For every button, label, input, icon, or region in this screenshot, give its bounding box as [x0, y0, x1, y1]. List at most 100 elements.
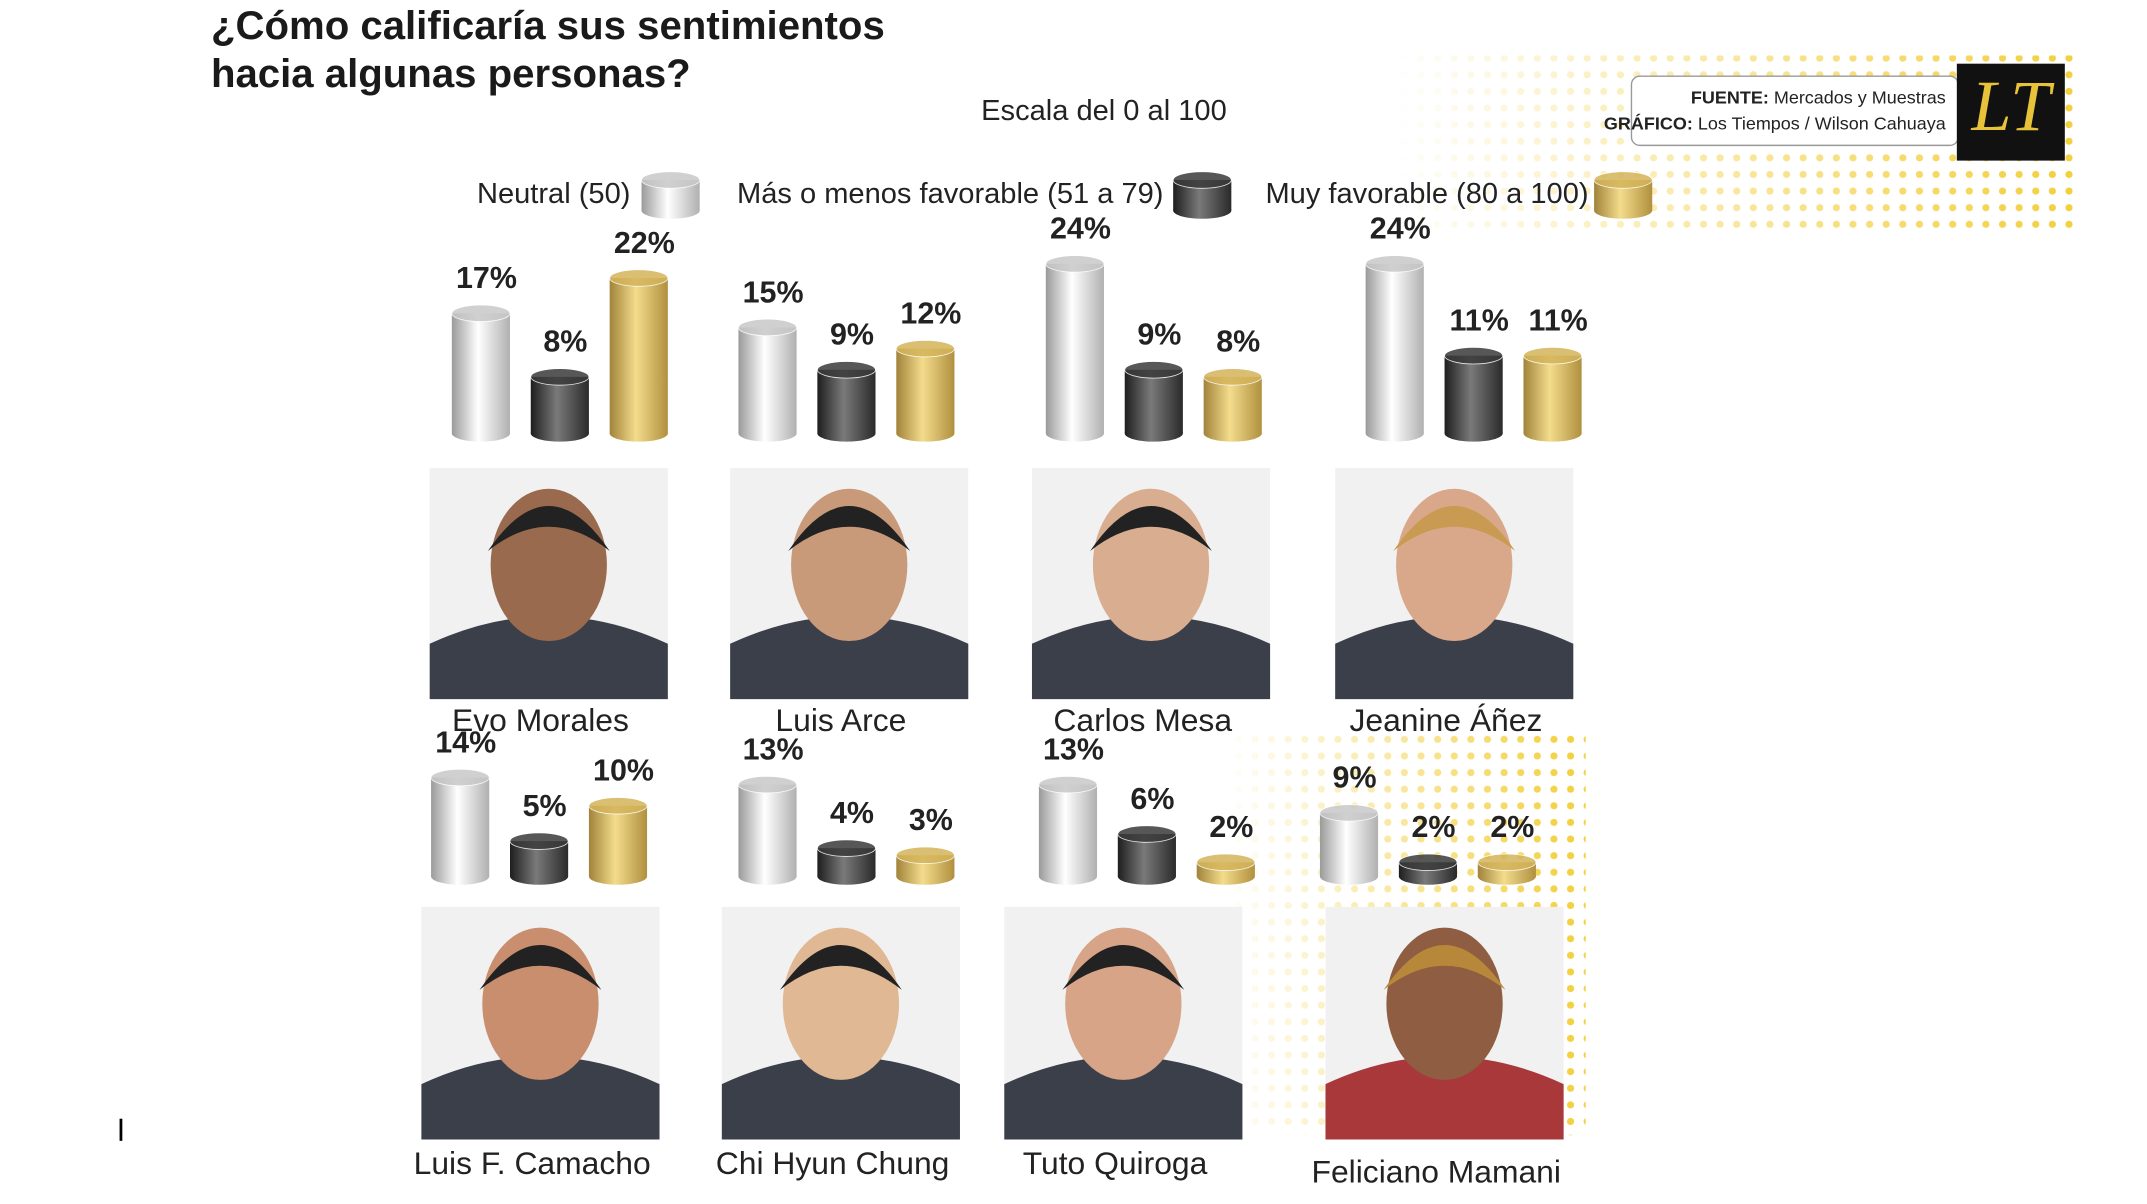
cylinder-top	[895, 339, 955, 358]
value-label: 11%	[1528, 304, 1587, 338]
subtitle: Escala del 0 al 100	[981, 95, 1227, 127]
bar	[1038, 784, 1098, 877]
value-label: 24%	[1370, 212, 1431, 246]
value-label: 13%	[1043, 732, 1104, 766]
bar	[1523, 355, 1582, 434]
photo-hair	[1062, 944, 1185, 990]
legend-label: Neutral (50)	[477, 178, 630, 210]
cylinder-top	[609, 269, 669, 287]
bar	[896, 348, 955, 434]
value-label: 3%	[909, 803, 953, 837]
chart-title: ¿Cómo calificaría sus sentimientos hacia…	[210, 4, 885, 97]
cylinder-top	[1319, 804, 1379, 822]
cylinder-top	[588, 797, 648, 815]
person-name: Evo Morales	[452, 702, 629, 738]
source-label: FUENTE:	[1691, 87, 1769, 107]
bar	[609, 278, 668, 434]
credit-line: GRÁFICO: Los Tiempos / Wilson Cahuaya	[1604, 112, 1946, 133]
photo-hair	[779, 944, 902, 990]
value-label: 4%	[830, 796, 874, 830]
cylinder-top	[1398, 853, 1458, 872]
cylinder-top	[1045, 255, 1105, 273]
value-label: 10%	[593, 754, 654, 788]
cylinder-top	[1593, 171, 1653, 189]
photo-body	[730, 616, 969, 700]
legend-label: Más o menos favorable (51 a 79)	[737, 178, 1163, 210]
person-name: Luis F. Camacho	[414, 1145, 651, 1181]
bar	[1365, 263, 1424, 434]
value-label: 9%	[1333, 761, 1377, 795]
source: Mercados y Muestras	[1774, 87, 1946, 107]
person-name: Feliciano Mamani	[1312, 1153, 1561, 1189]
bar	[738, 784, 797, 877]
cylinder-top	[738, 318, 798, 337]
photo-hair	[1393, 506, 1516, 552]
value-label: 14%	[435, 725, 496, 759]
person-name: Tuto Quiroga	[1023, 1145, 1208, 1181]
cylinder-top	[1124, 361, 1184, 379]
value-label: 12%	[900, 296, 961, 330]
photo-hair	[1090, 506, 1212, 552]
value-label: 9%	[830, 318, 874, 352]
photo-body	[1004, 1056, 1243, 1140]
bar	[1203, 376, 1262, 434]
bar	[451, 313, 510, 434]
credit: Los Tiempos / Wilson Cahuaya	[1698, 113, 1946, 133]
photo-body	[1031, 616, 1271, 700]
value-label: 22%	[614, 226, 675, 260]
cylinder-top	[451, 304, 511, 323]
value-label: 13%	[743, 732, 804, 766]
value-label: 24%	[1050, 212, 1111, 246]
photo-hair	[487, 506, 610, 552]
person-name: Carlos Mesa	[1053, 702, 1232, 738]
value-label: 8%	[543, 325, 587, 359]
person-name: Jeanine Áñez	[1349, 702, 1542, 738]
cylinder-top	[1038, 775, 1098, 794]
logo: LT	[1971, 66, 2056, 146]
cylinder-top	[1203, 368, 1263, 386]
source-line: FUENTE: Mercados y Muestras	[1691, 87, 1946, 107]
cylinder-top	[1117, 825, 1177, 843]
bar	[738, 327, 797, 434]
cylinder-top	[509, 832, 569, 850]
value-label: 15%	[743, 275, 804, 309]
photo-body	[1335, 616, 1574, 700]
value-label: 5%	[523, 789, 567, 823]
value-label: 2%	[1490, 810, 1534, 844]
bar	[431, 777, 490, 877]
photo-hair	[479, 944, 602, 990]
photo-hair	[1383, 944, 1506, 990]
photo-body	[1325, 1056, 1564, 1140]
bar	[530, 376, 589, 434]
cylinder-top	[816, 361, 876, 379]
credit-label: GRÁFICO:	[1604, 112, 1693, 133]
value-label: 6%	[1130, 782, 1174, 816]
person-name: Luis Arce	[775, 702, 906, 738]
value-label: 9%	[1137, 318, 1181, 352]
cylinder-top	[738, 775, 798, 794]
logo-box	[1956, 63, 2065, 161]
cylinder-top	[1444, 346, 1504, 365]
bar	[817, 369, 876, 434]
cylinder-top	[1196, 853, 1256, 872]
value-label: 8%	[1216, 325, 1260, 359]
person-name: Chi Hyun Chung	[716, 1145, 950, 1181]
cylinder-top	[1477, 853, 1537, 872]
title-box: ¿Cómo calificaría sus sentimientos hacia…	[210, 4, 885, 97]
bar	[1124, 369, 1183, 434]
bar	[1045, 263, 1104, 434]
cylinder-top	[895, 846, 955, 864]
bar	[1319, 812, 1379, 877]
legend-label: Muy favorable (80 a 100)	[1265, 178, 1588, 210]
cylinder-top	[641, 171, 701, 189]
photo-hair	[788, 506, 911, 552]
cylinder-top	[1172, 171, 1232, 189]
value-label: 2%	[1411, 810, 1455, 844]
photo-body	[721, 1056, 960, 1140]
bar	[1444, 355, 1503, 434]
cylinder-top	[530, 368, 590, 386]
photo-body	[429, 616, 668, 700]
value-label: 17%	[456, 261, 517, 295]
